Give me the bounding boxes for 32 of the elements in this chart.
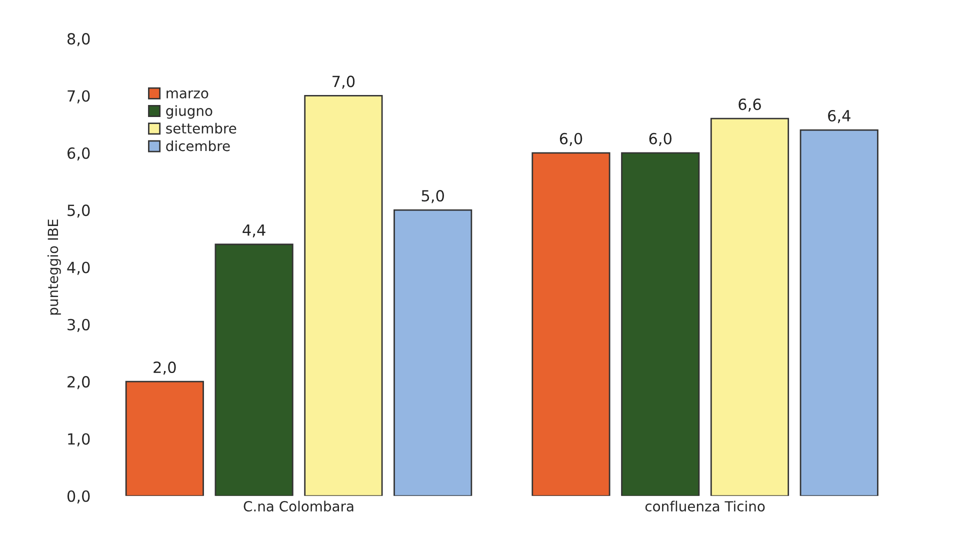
bar	[621, 152, 700, 496]
y-tick-label: 1,0	[68, 433, 90, 446]
bar	[710, 118, 790, 496]
bar	[800, 129, 878, 496]
y-tick-label: 4,0	[67, 262, 90, 275]
y-axis-title: punteggio IBE	[47, 220, 61, 315]
data-label: 4,4	[242, 224, 266, 238]
bar	[532, 152, 610, 496]
bar	[125, 380, 204, 496]
y-tick-label: 2,0	[68, 376, 90, 390]
y-tick-label: 7,0	[68, 90, 90, 104]
data-label: 6,6	[738, 98, 761, 112]
data-label: 7,0	[332, 76, 355, 89]
legend-label: giugno	[166, 105, 212, 119]
data-label: 6,0	[649, 132, 672, 146]
legend-label: dicembre	[166, 140, 230, 152]
y-tick-label: 6,0	[68, 147, 90, 160]
y-tick-label: 3,0	[68, 318, 90, 332]
bar	[394, 209, 472, 496]
data-label: 2,0	[154, 361, 176, 375]
bar	[214, 244, 294, 496]
legend-label: settembre	[166, 122, 236, 134]
bar	[304, 95, 383, 496]
x-tick-label: confluenza Ticino	[645, 500, 765, 512]
y-tick-label: 0,0	[67, 490, 90, 504]
data-label: 5,0	[422, 190, 444, 204]
y-tick-label: 5,0	[68, 204, 90, 218]
y-tick-label: 8,0	[67, 33, 90, 46]
x-tick-label: C.na Colombara	[244, 500, 354, 512]
data-label: 6,0	[560, 132, 582, 146]
legend-label: marzo	[166, 90, 208, 98]
data-label: 6,4	[828, 110, 850, 124]
